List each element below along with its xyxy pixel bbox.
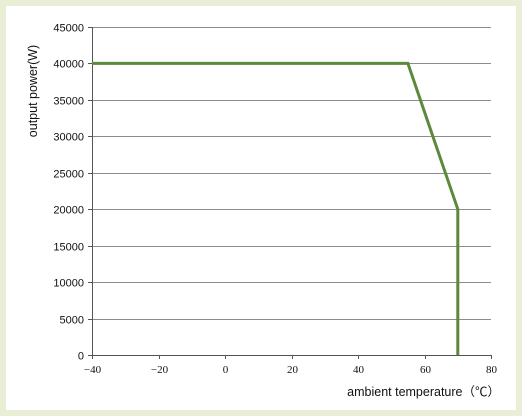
x-tick-label: −20 (151, 364, 169, 376)
y-tick-labels: 0 5000 10000 15000 20000 25000 30000 35000 40000… (53, 23, 84, 363)
x-tick-labels: −40 −20 0 20 40 60 80 (84, 364, 498, 376)
x-tick-label: 20 (287, 364, 299, 376)
x-tick-label: −40 (84, 364, 102, 376)
y-tick-label: 5000 (60, 315, 84, 327)
y-tick-label: 0 (78, 351, 84, 363)
y-tick-label: 30000 (53, 132, 84, 144)
x-axis-title: ambient temperature（℃） (347, 385, 500, 399)
x-tick-label: 0 (223, 364, 229, 376)
x-tick-label: 60 (420, 364, 432, 376)
y-axis-title: output power(W) (26, 45, 40, 137)
axes (88, 27, 492, 359)
y-tick-label: 20000 (53, 205, 84, 217)
x-tick-label: 80 (486, 364, 498, 376)
series-line (92, 61, 460, 355)
y-tick-label: 35000 (53, 96, 84, 108)
y-tick-label: 15000 (53, 242, 84, 254)
x-tick-label: 40 (353, 364, 365, 376)
y-tick-label: 10000 (53, 278, 84, 290)
y-tick-label: 45000 (53, 23, 84, 35)
grid-lines (92, 27, 491, 320)
derating-chart: 0 5000 10000 15000 20000 25000 30000 35000 40000… (26, 23, 500, 400)
y-tick-label: 25000 (53, 169, 84, 181)
series (92, 61, 460, 355)
y-tick-label: 40000 (53, 59, 84, 71)
